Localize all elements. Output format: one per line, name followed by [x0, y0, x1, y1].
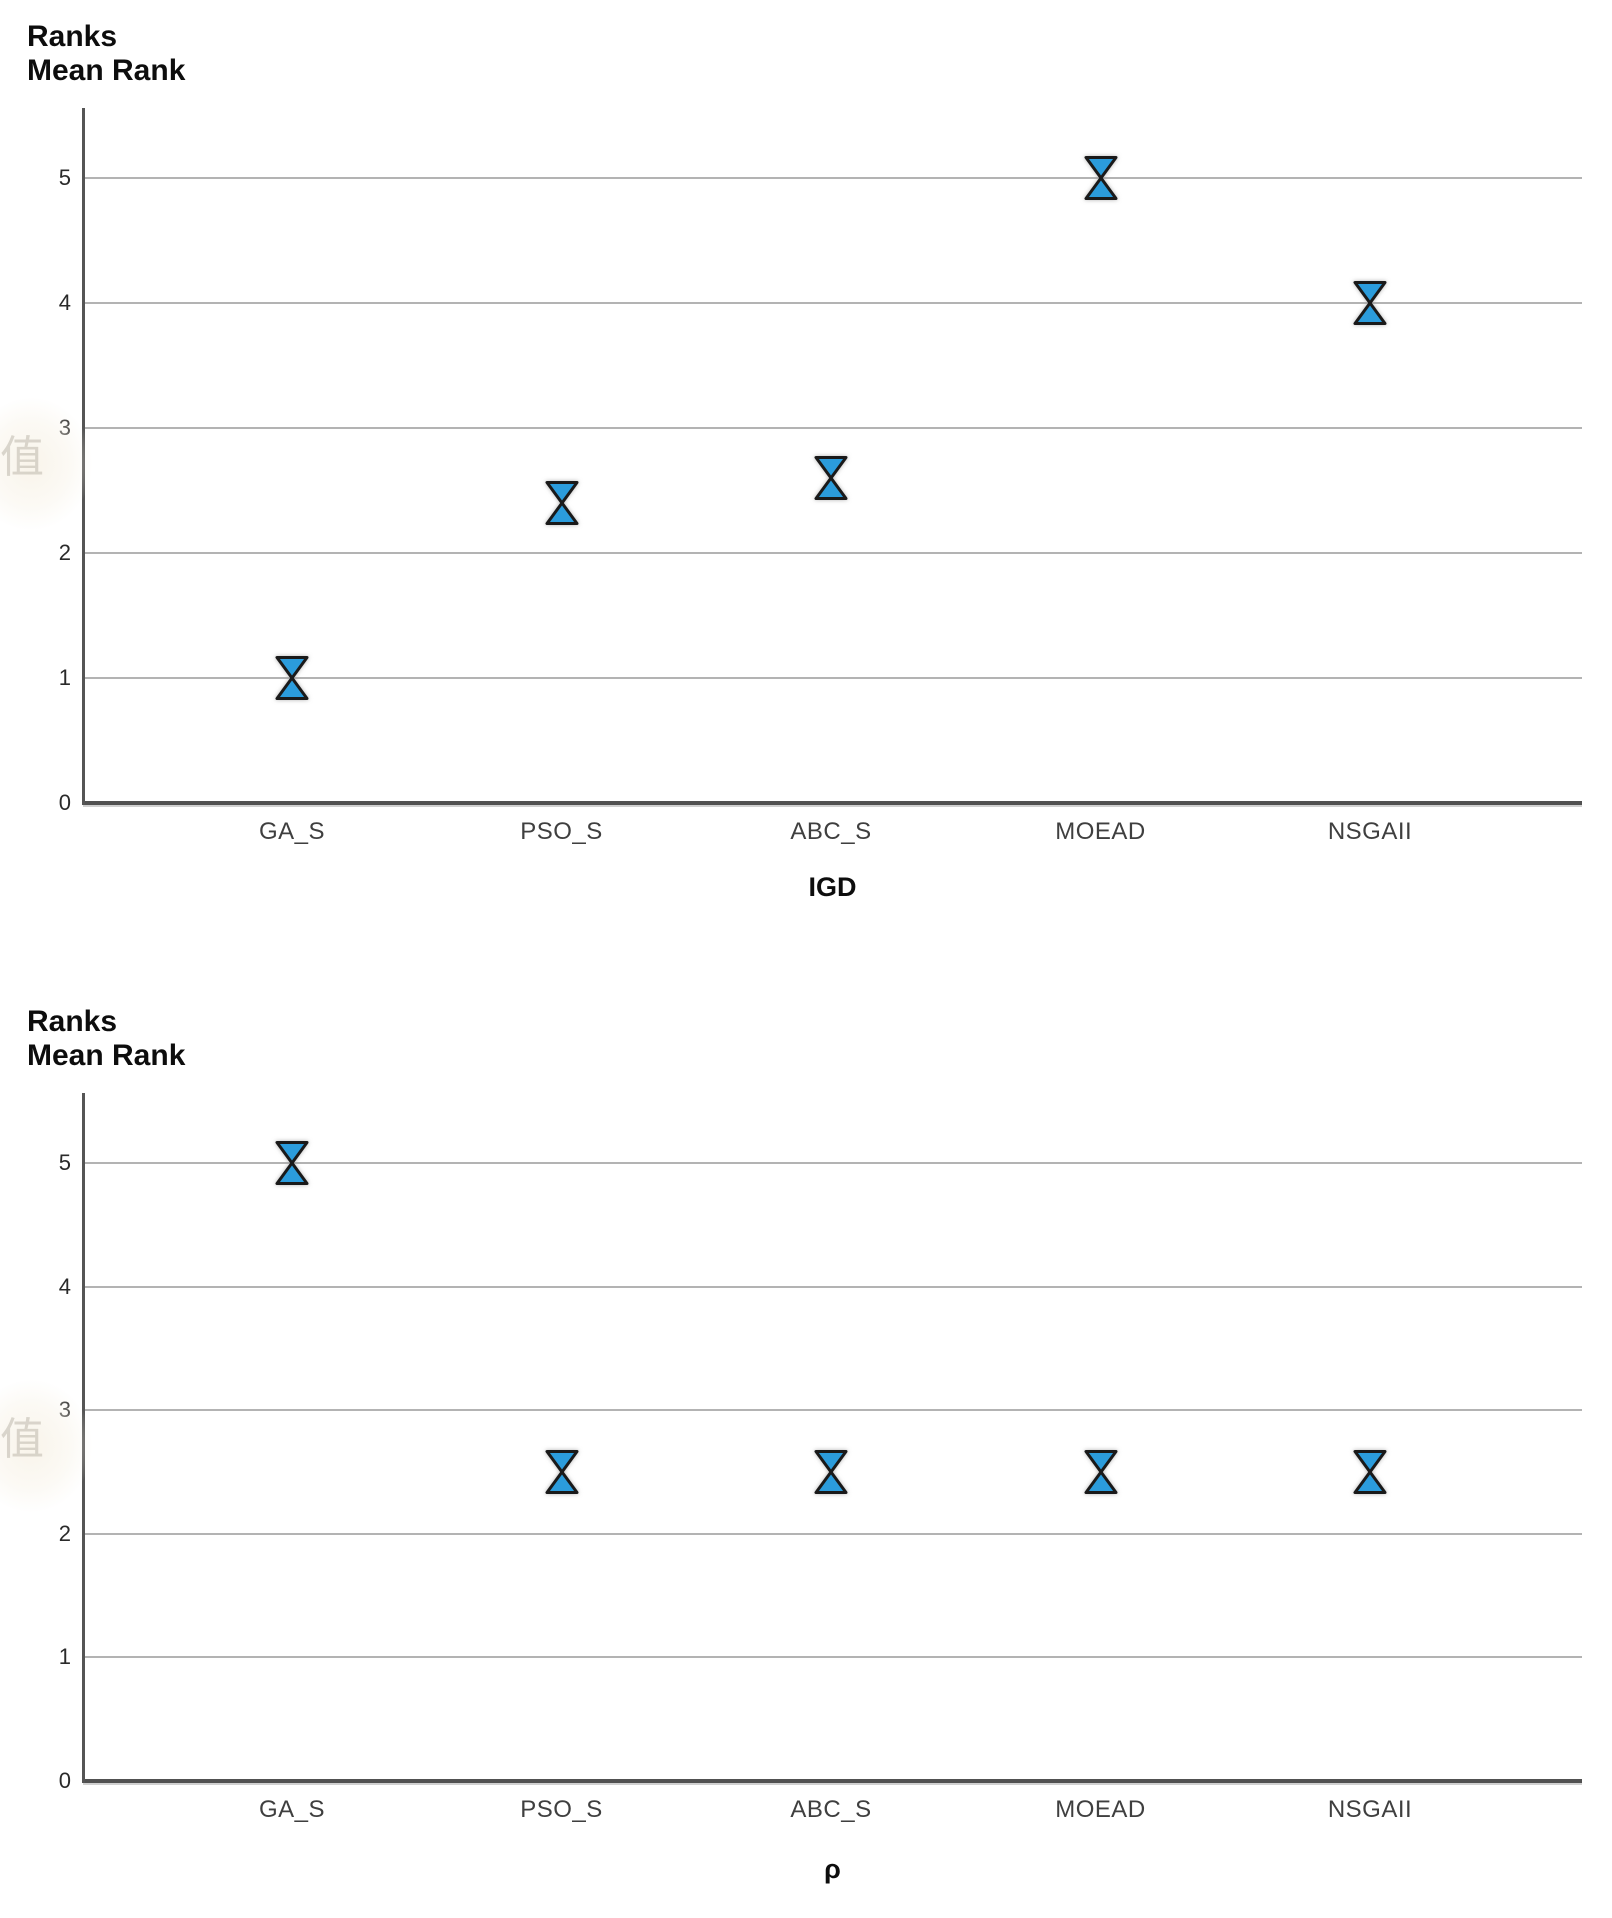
gridline-1	[83, 677, 1582, 679]
x-tick-label-PSO_S: PSO_S	[520, 818, 603, 845]
x-tick-label-MOEAD: MOEAD	[1055, 818, 1146, 845]
marker-ABC_S	[812, 1448, 850, 1496]
x-axis-title: IGD	[808, 872, 857, 902]
marker-NSGAII	[1351, 279, 1389, 327]
hourglass-marker-icon	[1084, 156, 1117, 200]
y-tick-label: 4	[58, 290, 71, 315]
gridline-5	[83, 1162, 1582, 1164]
hourglass-marker-icon	[814, 456, 848, 500]
watermark-glyph: 值	[0, 1414, 44, 1465]
chart-title-line1: Ranks	[27, 1005, 118, 1038]
y-tick-label: 0	[58, 790, 71, 815]
gridline-5	[83, 177, 1582, 179]
marker-GA_S	[273, 654, 311, 702]
hourglass-marker-icon	[275, 1141, 309, 1185]
x-tick-label-NSGAII: NSGAII	[1327, 1796, 1413, 1823]
hourglass-marker-icon	[545, 1450, 578, 1494]
marker-MOEAD	[1082, 154, 1120, 202]
hourglass-marker-icon	[1353, 1450, 1387, 1494]
watermark-blob: 值	[0, 398, 92, 530]
x-tick-label-NSGAII: NSGAII	[1327, 818, 1413, 845]
watermark-glyph: 值	[0, 432, 44, 483]
y-tick-label: 2	[58, 540, 71, 565]
x-tick-label-MOEAD: MOEAD	[1055, 1796, 1146, 1823]
x-axis-line	[83, 1779, 1582, 1783]
y-tick-label: 4	[58, 1273, 71, 1299]
x-axis-line	[83, 801, 1582, 805]
x-tick-label-GA_S: GA_S	[258, 1796, 326, 1823]
x-axis-title: ρ	[824, 1854, 841, 1884]
gridline-4	[83, 302, 1582, 304]
marker-PSO_S	[543, 1448, 581, 1496]
hourglass-marker-icon	[814, 1450, 848, 1494]
hourglass-marker-icon	[275, 656, 309, 700]
marker-GA_S	[273, 1139, 311, 1187]
x-tick-label-PSO_S: PSO_S	[520, 1796, 603, 1823]
gridline-3	[83, 1409, 1582, 1412]
gridline-4	[83, 1285, 1582, 1288]
marker-NSGAII	[1351, 1448, 1389, 1496]
gridline-3	[83, 427, 1582, 429]
x-tick-label-ABC_S: ABC_S	[790, 818, 872, 845]
chart-title-line1: Ranks	[27, 20, 118, 53]
y-tick-label: 5	[58, 1150, 71, 1175]
marker-PSO_S	[543, 479, 581, 527]
chart-title: Ranks Mean Rank	[27, 1005, 185, 1073]
gridline-2	[83, 1532, 1582, 1535]
x-tick-label-ABC_S: ABC_S	[790, 1796, 872, 1823]
chart-title-line2: Mean Rank	[27, 1039, 186, 1072]
y-tick-label: 1	[58, 665, 71, 690]
x-tick-label-GA_S: GA_S	[258, 818, 326, 845]
gridline-1	[83, 1656, 1582, 1659]
gridline-2	[83, 552, 1582, 554]
marker-ABC_S	[812, 454, 850, 502]
watermark-blob: 值	[0, 1380, 92, 1512]
marker-MOEAD	[1082, 1448, 1120, 1496]
y-tick-label: 5	[58, 165, 71, 190]
hourglass-marker-icon	[545, 481, 578, 525]
y-tick-label: 1	[58, 1644, 71, 1670]
chart-title: Ranks Mean Rank	[27, 20, 185, 88]
chart-title-line2: Mean Rank	[27, 54, 186, 87]
y-tick-label: 2	[58, 1520, 71, 1546]
y-tick-label: 0	[58, 1768, 71, 1793]
hourglass-marker-icon	[1084, 1450, 1117, 1494]
hourglass-marker-icon	[1353, 281, 1387, 325]
